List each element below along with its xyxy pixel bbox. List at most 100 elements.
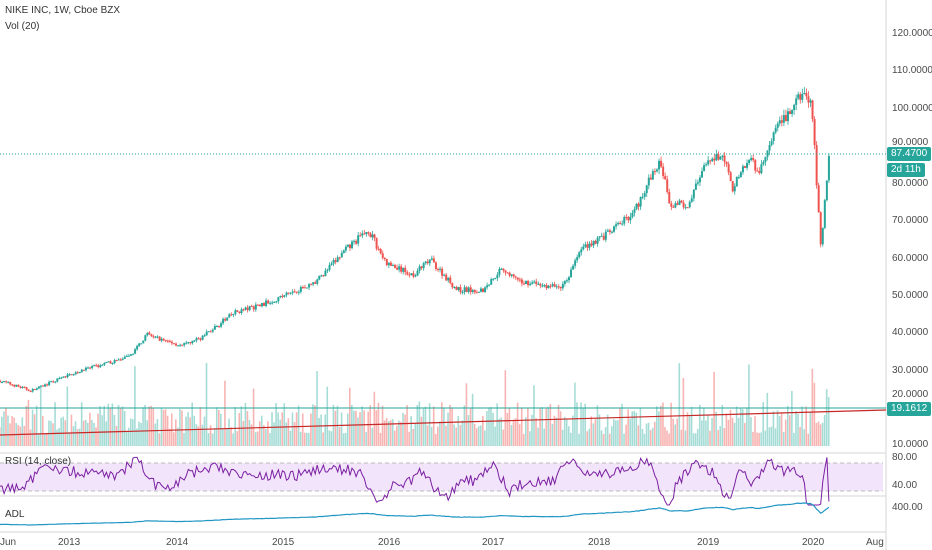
countdown-tag: 2d 11h: [887, 163, 925, 177]
volume-bar: [770, 426, 773, 446]
volume-bar: [134, 366, 136, 446]
volume-bar: [490, 407, 492, 446]
candle-body: [715, 154, 718, 161]
candle-body: [52, 381, 55, 383]
rsi-line: [0, 456, 830, 506]
candle-body: [348, 244, 351, 249]
volume-bar: [175, 419, 177, 446]
volume-bar: [17, 424, 20, 446]
volume-bar: [107, 403, 110, 446]
candle-body: [637, 203, 640, 207]
candle-body: [525, 281, 528, 285]
volume-bar: [817, 421, 820, 446]
volume-bar: [416, 404, 419, 446]
candle-body: [436, 268, 439, 270]
volume-bar: [467, 414, 470, 446]
volume-bar: [232, 433, 234, 446]
candle-body: [410, 273, 413, 276]
candle-body: [111, 362, 114, 364]
volume-bar: [33, 414, 36, 446]
candle-body: [578, 252, 581, 258]
volume-bar: [301, 413, 304, 446]
volume-bar: [535, 418, 537, 446]
volume-bar: [199, 407, 202, 446]
volume-bar: [557, 404, 560, 446]
candle-body: [817, 185, 820, 213]
volume-bar: [193, 415, 196, 446]
candle-body: [248, 306, 251, 311]
volume-bar: [619, 408, 621, 446]
candle-body: [387, 262, 390, 266]
price-tick: 90.0000: [892, 137, 929, 148]
candle-body: [365, 232, 368, 235]
candle-body: [768, 145, 771, 151]
symbol-legend[interactable]: NIKE INC, 1W, Cboe BZX: [5, 5, 121, 16]
volume-legend[interactable]: Vol (20): [5, 21, 40, 32]
candle-body: [232, 314, 235, 316]
candle-body: [119, 359, 122, 361]
candle-body: [408, 274, 411, 276]
volume-bar: [408, 431, 410, 446]
candle-body: [627, 217, 630, 221]
candle-body: [175, 343, 178, 346]
volume-bar: [29, 429, 32, 446]
price-scale[interactable]: 120.0000 110.0000 100.0000 90.0000 80.00…: [892, 28, 932, 450]
volume-bar: [494, 426, 496, 446]
candle-body: [555, 286, 558, 288]
candle-body: [123, 356, 126, 359]
candle-body: [60, 377, 63, 379]
candle-body: [439, 268, 442, 270]
candle-body: [265, 300, 268, 306]
volume-bar: [486, 411, 488, 446]
volume-bar: [658, 411, 660, 446]
candle-body: [64, 376, 67, 378]
adl-legend[interactable]: ADL: [5, 509, 25, 520]
candle-body: [72, 374, 75, 376]
candle-body: [211, 329, 214, 332]
volume-bar: [68, 432, 71, 446]
candle-body: [635, 203, 638, 210]
candle-body: [283, 295, 286, 297]
volume-bar: [539, 408, 541, 446]
candle-body: [426, 261, 429, 264]
volume-bar: [670, 402, 672, 446]
candle-body: [142, 340, 145, 344]
volume-bar: [154, 423, 157, 446]
candle-body: [402, 267, 405, 272]
candle-body: [553, 284, 556, 287]
volume-bar: [277, 412, 279, 446]
volume-bar: [527, 408, 529, 446]
volume-bar: [576, 402, 578, 446]
volume-bar: [756, 432, 758, 446]
candle-body: [389, 262, 392, 266]
volume-bar: [762, 402, 765, 446]
time-axis[interactable]: Jun 2013 2014 2015 2016 2017 2018 2019 2…: [0, 537, 884, 548]
candle-body: [756, 170, 759, 172]
volume-bar: [54, 402, 56, 446]
candle-body: [383, 257, 386, 260]
volume-bar: [13, 417, 15, 446]
candle-body: [744, 166, 746, 168]
candle-body: [103, 362, 106, 365]
volume-bar: [426, 425, 429, 446]
candle-body: [705, 164, 708, 166]
candle-body: [344, 246, 347, 251]
candle-body: [598, 236, 601, 238]
time-label: 2020: [802, 537, 825, 548]
volume-bar: [641, 428, 644, 446]
rsi-legend[interactable]: RSI (14, close): [5, 456, 72, 467]
volume-bar: [308, 432, 310, 446]
volume-bar: [338, 427, 341, 446]
candle-body: [522, 283, 525, 285]
volume-bar: [649, 430, 652, 446]
candle-body: [731, 181, 734, 192]
candle-body: [70, 374, 73, 376]
volume-bar: [299, 431, 302, 446]
volume-bar: [363, 410, 365, 446]
candle-body: [31, 389, 34, 392]
volume-bar: [598, 414, 601, 446]
candle-body: [471, 290, 474, 293]
candle-body: [782, 115, 785, 123]
volume-bar: [179, 408, 181, 446]
